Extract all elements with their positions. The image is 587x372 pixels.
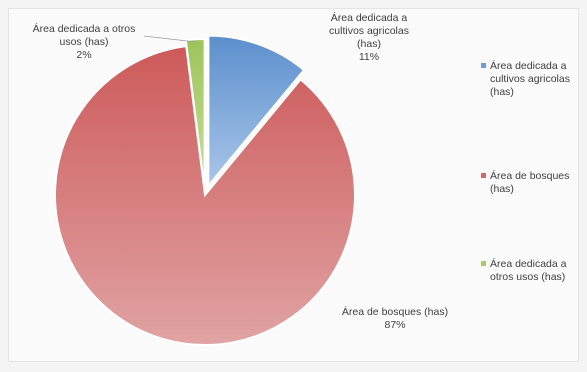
data-label: Área dedicada a otros usos (has) 2% — [33, 22, 136, 61]
legend-swatch — [481, 261, 486, 266]
legend-entry: Área dedicada a otros usos (has) — [481, 257, 567, 283]
data-label: Área dedicada a cultivos agricolas (has) 11… — [329, 11, 409, 63]
legend-entry: Área dedicada a cultivos agricolas (has) — [481, 59, 570, 98]
pie-slice — [184, 38, 206, 190]
leader-line — [143, 35, 197, 43]
pie-slice — [54, 45, 356, 346]
data-label: Área de bosques (has) 87% — [342, 305, 448, 331]
legend-swatch — [481, 173, 486, 178]
legend-label: Área dedicada a otros usos (has) — [490, 257, 567, 283]
legend-label: Área dedicada a cultivos agricolas (has) — [490, 59, 570, 98]
legend-swatch — [481, 63, 486, 68]
legend-label: Área de bosques (has) — [490, 169, 569, 195]
legend-entry: Área de bosques (has) — [481, 169, 569, 195]
pie-slice — [207, 34, 306, 189]
